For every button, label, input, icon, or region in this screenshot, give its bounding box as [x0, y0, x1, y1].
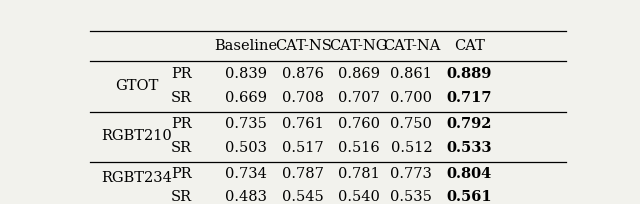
Text: SR: SR [171, 190, 192, 204]
Text: 0.734: 0.734 [225, 167, 267, 181]
Text: 0.717: 0.717 [447, 91, 492, 104]
Text: SR: SR [171, 141, 192, 155]
Text: GTOT: GTOT [115, 79, 159, 93]
Text: 0.889: 0.889 [447, 67, 492, 81]
Text: 0.512: 0.512 [390, 141, 432, 155]
Text: 0.804: 0.804 [447, 167, 492, 181]
Text: 0.535: 0.535 [390, 190, 432, 204]
Text: CAT-NG: CAT-NG [330, 39, 388, 53]
Text: 0.787: 0.787 [282, 167, 324, 181]
Text: PR: PR [172, 167, 192, 181]
Text: SR: SR [171, 91, 192, 104]
Text: CAT-NS: CAT-NS [275, 39, 332, 53]
Text: 0.545: 0.545 [282, 190, 324, 204]
Text: RGBT234: RGBT234 [102, 171, 172, 185]
Text: 0.781: 0.781 [338, 167, 380, 181]
Text: 0.516: 0.516 [338, 141, 380, 155]
Text: 0.876: 0.876 [282, 67, 324, 81]
Text: CAT: CAT [454, 39, 484, 53]
Text: Baseline: Baseline [214, 39, 278, 53]
Text: 0.561: 0.561 [447, 190, 492, 204]
Text: 0.839: 0.839 [225, 67, 267, 81]
Text: 0.735: 0.735 [225, 117, 267, 131]
Text: 0.760: 0.760 [338, 117, 380, 131]
Text: 0.708: 0.708 [282, 91, 324, 104]
Text: 0.540: 0.540 [338, 190, 380, 204]
Text: PR: PR [172, 117, 192, 131]
Text: 0.750: 0.750 [390, 117, 432, 131]
Text: PR: PR [172, 67, 192, 81]
Text: 0.861: 0.861 [390, 67, 432, 81]
Text: 0.707: 0.707 [338, 91, 380, 104]
Text: 0.483: 0.483 [225, 190, 267, 204]
Text: 0.669: 0.669 [225, 91, 267, 104]
Text: 0.792: 0.792 [447, 117, 492, 131]
Text: 0.761: 0.761 [282, 117, 324, 131]
Text: CAT-NA: CAT-NA [383, 39, 440, 53]
Text: 0.503: 0.503 [225, 141, 267, 155]
Text: 0.773: 0.773 [390, 167, 432, 181]
Text: 0.869: 0.869 [338, 67, 380, 81]
Text: 0.517: 0.517 [282, 141, 324, 155]
Text: 0.700: 0.700 [390, 91, 433, 104]
Text: RGBT210: RGBT210 [102, 129, 172, 143]
Text: 0.533: 0.533 [447, 141, 492, 155]
